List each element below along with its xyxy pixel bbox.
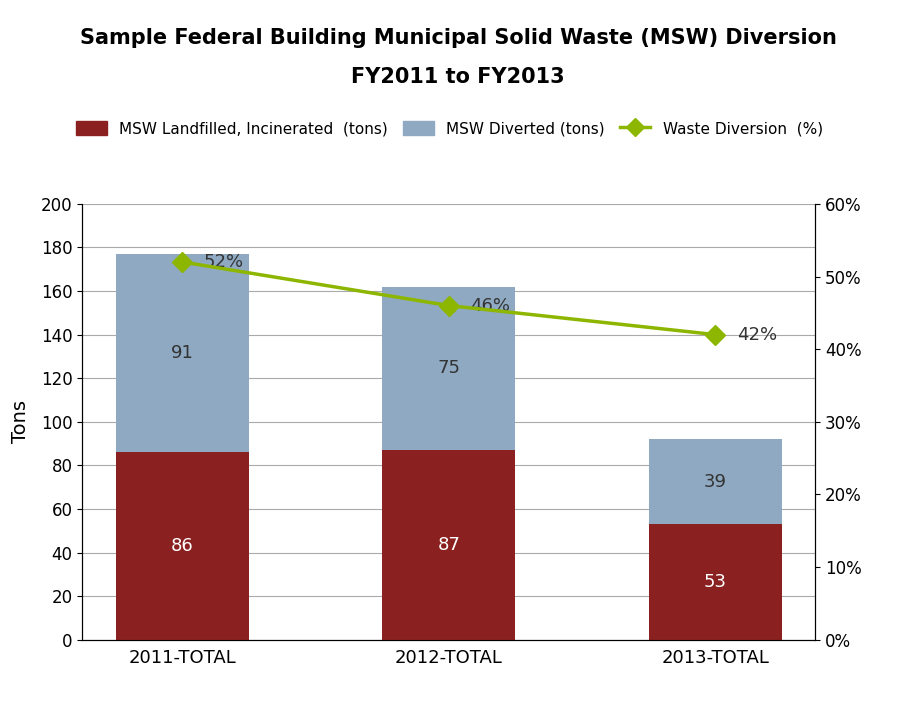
Bar: [649, 439, 782, 524]
Text: Sample Federal Building Municipal Solid Waste (MSW) Diversion: Sample Federal Building Municipal Solid …: [80, 28, 836, 48]
Bar: [382, 287, 516, 450]
Bar: [649, 524, 782, 640]
Text: 42%: 42%: [736, 325, 777, 344]
Text: 52%: 52%: [203, 253, 244, 271]
Legend: MSW Landfilled, Incinerated  (tons), MSW Diverted (tons), Waste Diversion  (%): MSW Landfilled, Incinerated (tons), MSW …: [71, 117, 827, 141]
Text: 91: 91: [171, 344, 194, 362]
Text: 39: 39: [703, 472, 726, 491]
Bar: [382, 450, 516, 640]
Text: 87: 87: [438, 536, 460, 554]
Text: 75: 75: [437, 359, 461, 378]
Y-axis label: Tons: Tons: [11, 400, 30, 444]
Text: 46%: 46%: [470, 297, 510, 314]
Bar: [115, 254, 249, 452]
Text: FY2011 to FY2013: FY2011 to FY2013: [351, 67, 565, 86]
Bar: [115, 452, 249, 640]
Text: 53: 53: [703, 573, 726, 591]
Text: 86: 86: [171, 537, 194, 555]
